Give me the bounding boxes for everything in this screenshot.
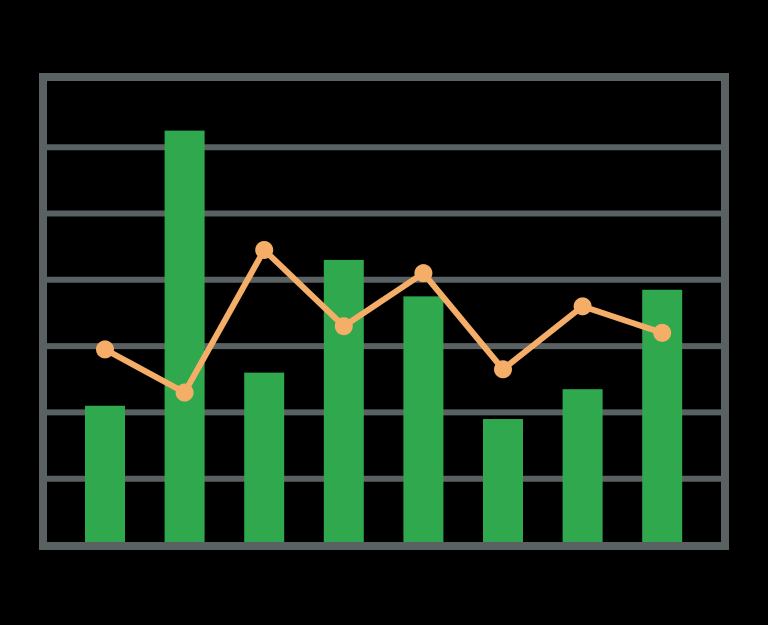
line-marker [573, 297, 592, 316]
line-marker [96, 340, 114, 359]
line-marker [414, 264, 433, 283]
line-marker [653, 323, 672, 342]
plot-border [39, 73, 729, 550]
line-path [102, 246, 666, 396]
bar [164, 130, 205, 545]
line-marker [494, 360, 512, 379]
bar [323, 259, 364, 545]
line-series-layer [96, 240, 672, 402]
bar [483, 419, 523, 545]
line-marker [334, 317, 353, 336]
bar [85, 405, 125, 545]
gridline-layer [47, 144, 721, 482]
bar-series-layer [85, 130, 683, 545]
bar [562, 389, 603, 545]
bar [244, 372, 285, 545]
bar [403, 296, 444, 545]
line-marker [175, 383, 194, 402]
line-marker [255, 240, 274, 259]
